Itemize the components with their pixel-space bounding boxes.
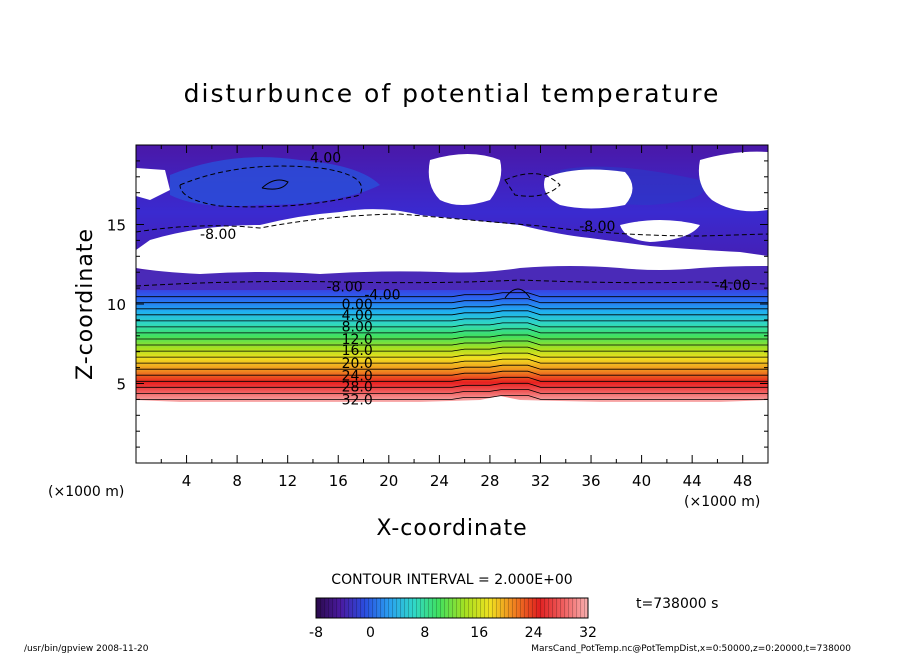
contour-label: -8.00 xyxy=(326,280,362,296)
contour-label: 16.0 xyxy=(342,343,373,359)
contour-label: 12.0 xyxy=(342,332,373,348)
x-tick-label: 28 xyxy=(480,472,499,490)
y-axis-unit: (×1000 m) xyxy=(48,484,124,500)
contour-label: -4.00 xyxy=(364,287,400,303)
x-tick-label: 24 xyxy=(430,472,449,490)
contour-label: -4.00 xyxy=(714,278,750,294)
contour-label: 24.0 xyxy=(342,369,373,385)
x-tick-label: 36 xyxy=(581,472,600,490)
footer-right: MarsCand_PotTemp.nc@PotTempDist,x=0:5000… xyxy=(531,644,851,654)
x-axis-ticks: 4 8 12 16 20 24 28 32 36 40 44 48 xyxy=(160,145,769,490)
contour-interval-text: CONTOUR INTERVAL = 2.000E+00 xyxy=(331,572,572,588)
colorbar-tick-label: 16 xyxy=(470,625,488,641)
x-tick-label: 32 xyxy=(531,472,550,490)
y-tick-label: 10 xyxy=(107,296,126,314)
contour-label: -8.00 xyxy=(200,227,236,243)
contour-label: 20.0 xyxy=(342,356,373,372)
colorbar-frame xyxy=(315,597,589,619)
colorbar-tick-label: 24 xyxy=(525,625,543,641)
contour-label: 4.00 xyxy=(342,308,373,324)
x-tick-label: 48 xyxy=(733,472,752,490)
colorbar-lines xyxy=(316,598,588,618)
contour-label: 4.00 xyxy=(310,151,341,167)
contour-labels: 4.00-8.00 -8.00-8.00 -4.00-4.000.004.008.0… xyxy=(200,151,751,409)
y-tick-label: 15 xyxy=(107,217,126,235)
contour-field xyxy=(136,145,768,463)
colorbar-ticks: -8 0 8 16 24 32 xyxy=(309,625,597,641)
x-tick-label: 12 xyxy=(278,472,297,490)
x-tick-label: 20 xyxy=(379,472,398,490)
contour-label: 28.0 xyxy=(342,380,373,396)
footer-left: /usr/bin/gpview 2008-11-20 xyxy=(24,644,149,654)
contour-label: 32.0 xyxy=(342,392,373,408)
contour-lines xyxy=(136,165,768,400)
x-tick-label: 8 xyxy=(232,472,242,490)
colorbar-tick-label: -8 xyxy=(309,625,323,641)
time-label: t=738000 s xyxy=(636,596,718,612)
contour-label: 0.00 xyxy=(342,297,373,313)
y-axis-label: Z-coordinate xyxy=(73,228,98,380)
y-tick-label: 5 xyxy=(116,376,126,394)
chart-title: disturbunce of potential temperature xyxy=(184,79,721,108)
colorbar-tick-label: 32 xyxy=(579,625,597,641)
x-tick-label: 4 xyxy=(182,472,192,490)
contour-label: -8.00 xyxy=(579,219,615,235)
x-axis-unit: (×1000 m) xyxy=(684,494,760,510)
contour-label: 8.00 xyxy=(342,319,373,335)
x-tick-label: 16 xyxy=(329,472,348,490)
colorbar-tick-label: 8 xyxy=(420,625,429,641)
x-tick-label: 44 xyxy=(683,472,702,490)
y-axis-ticks: 5 10 15 xyxy=(107,160,768,448)
x-tick-label: 40 xyxy=(632,472,651,490)
x-axis-label: X-coordinate xyxy=(376,516,527,541)
colorbar-tick-label: 0 xyxy=(366,625,375,641)
